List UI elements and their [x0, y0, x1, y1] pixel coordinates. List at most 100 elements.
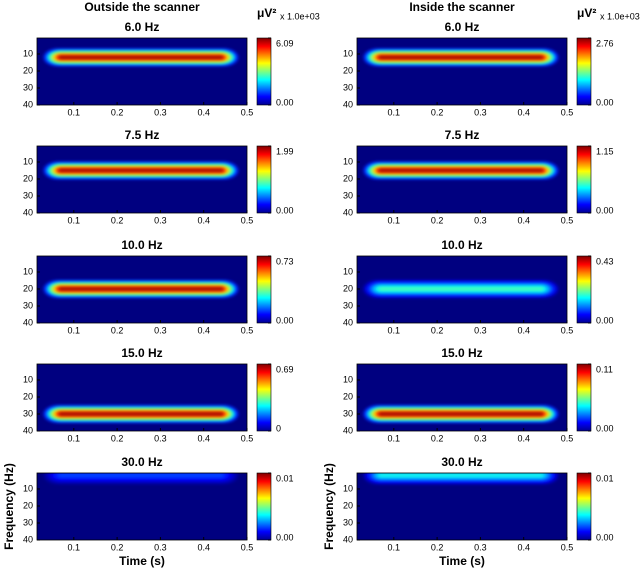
- x-tick-label: 0.4: [517, 542, 530, 552]
- y-tick-label: 30: [343, 408, 353, 418]
- band-level: [378, 169, 544, 172]
- x-tick-label: 0.3: [154, 325, 167, 335]
- colorbar: [256, 37, 272, 106]
- band: [363, 280, 559, 298]
- x-tick-label: 0.3: [474, 325, 487, 335]
- x-tick-label: 0.2: [111, 433, 124, 443]
- y-tick-label: 40: [343, 99, 353, 109]
- y-axis-label: Frequency (Hz): [2, 463, 16, 550]
- colorbar-tick-label: 0.01: [596, 473, 614, 483]
- y-tick-label: 40: [23, 207, 33, 217]
- x-tick-label: 0.1: [388, 107, 401, 117]
- y-tick-label: 10: [343, 374, 353, 384]
- x-tick-label: 0.2: [431, 107, 444, 117]
- heatmap-background: [357, 473, 567, 540]
- y-tick-label: 10: [343, 483, 353, 493]
- y-tick-label: 10: [23, 48, 33, 58]
- y-tick-label: 40: [343, 534, 353, 544]
- x-tick-label: 0.4: [197, 542, 210, 552]
- y-tick-label: 30: [23, 517, 33, 527]
- y-tick-label: 20: [23, 173, 33, 183]
- y-tick-label: 30: [23, 300, 33, 310]
- x-tick-label: 0.3: [474, 215, 487, 225]
- colorbar-tick-label: 0.43: [596, 256, 614, 266]
- plot-frame: [356, 145, 568, 214]
- y-tick-label: 40: [343, 425, 353, 435]
- band-level: [58, 474, 224, 477]
- heatmap-background: [357, 146, 567, 213]
- colorbar: [576, 145, 592, 214]
- plot-frame: [36, 363, 248, 432]
- plot-frame: [36, 37, 248, 106]
- colorbar-tick-label: 0.00: [596, 423, 614, 433]
- x-tick-label: 0.2: [431, 433, 444, 443]
- colorbar-tick-label: 0.11: [596, 364, 613, 374]
- x-tick-label: 0.5: [241, 433, 254, 443]
- x-tick-label: 0.3: [154, 433, 167, 443]
- heatmap-background: [37, 146, 247, 213]
- x-tick-label: 0.5: [561, 325, 574, 335]
- band: [363, 48, 559, 67]
- colorbar: [256, 145, 272, 214]
- x-tick-label: 0.5: [561, 433, 574, 443]
- band: [43, 473, 239, 485]
- y-tick-label: 30: [23, 408, 33, 418]
- x-tick-label: 0.2: [111, 107, 124, 117]
- colorbar-tick-label: 6.09: [276, 38, 294, 48]
- colorbar-tick-label: 2.76: [596, 38, 614, 48]
- band: [363, 473, 559, 485]
- colorbar: [256, 472, 272, 541]
- x-tick-label: 0.2: [111, 542, 124, 552]
- colorbar-unit: μV²: [577, 6, 596, 20]
- x-tick-label: 0.4: [197, 433, 210, 443]
- y-tick-label: 10: [343, 48, 353, 58]
- y-tick-label: 40: [23, 99, 33, 109]
- x-tick-label: 0.4: [197, 325, 210, 335]
- y-tick-label: 10: [23, 483, 33, 493]
- x-tick-label: 0.5: [561, 542, 574, 552]
- band-level: [58, 287, 224, 291]
- band-level: [58, 412, 224, 416]
- x-tick-label: 0.4: [517, 433, 530, 443]
- x-tick-label: 0.5: [241, 107, 254, 117]
- colorbar-tick-label: 0.00: [596, 97, 614, 107]
- y-tick-label: 20: [343, 500, 353, 510]
- panel-title: 6.0 Hz: [445, 20, 480, 34]
- x-tick-label: 0.1: [388, 325, 401, 335]
- y-tick-label: 20: [23, 391, 33, 401]
- column-header: Outside the scanner: [84, 0, 200, 14]
- band-level: [378, 56, 544, 59]
- plot-frame: [356, 255, 568, 324]
- x-tick-label: 0.3: [474, 433, 487, 443]
- y-tick-label: 20: [343, 173, 353, 183]
- panel-title: 7.5 Hz: [125, 128, 160, 142]
- band: [43, 280, 239, 298]
- x-tick-label: 0.1: [68, 325, 81, 335]
- plot-frame: [36, 472, 248, 541]
- x-tick-label: 0.1: [388, 542, 401, 552]
- y-tick-label: 40: [23, 317, 33, 327]
- band-level: [378, 287, 544, 291]
- y-tick-label: 10: [343, 156, 353, 166]
- panel-title: 30.0 Hz: [441, 455, 482, 469]
- plot-frame: [356, 363, 568, 432]
- colorbar-tick-label: 0.00: [276, 532, 294, 542]
- y-tick-label: 40: [343, 207, 353, 217]
- x-tick-label: 0.4: [197, 107, 210, 117]
- x-tick-label: 0.3: [154, 107, 167, 117]
- plot-frame: [356, 472, 568, 541]
- colorbar-tick-label: 1.15: [596, 146, 614, 156]
- panel-title: 30.0 Hz: [121, 455, 162, 469]
- colorbar: [576, 472, 592, 541]
- panel-title: 15.0 Hz: [441, 346, 482, 360]
- colorbar-tick-label: 0.69: [276, 364, 294, 374]
- plot-frame: [36, 145, 248, 214]
- column-header: Inside the scanner: [409, 0, 515, 14]
- x-tick-label: 0.5: [561, 107, 574, 117]
- band: [363, 161, 559, 180]
- x-tick-label: 0.3: [474, 542, 487, 552]
- y-tick-label: 30: [23, 82, 33, 92]
- colorbar: [576, 363, 592, 432]
- colorbar: [256, 255, 272, 324]
- y-tick-label: 20: [343, 283, 353, 293]
